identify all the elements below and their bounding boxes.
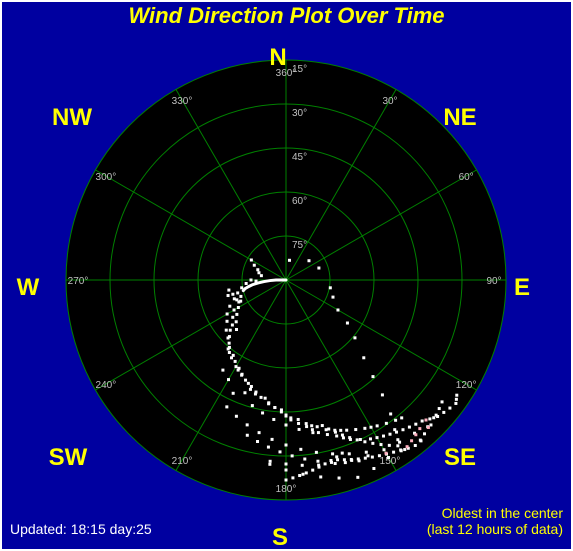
svg-text:180°: 180° [276, 484, 297, 495]
svg-text:60°: 60° [459, 172, 474, 183]
svg-text:60°: 60° [292, 196, 307, 207]
compass-ne: NE [440, 104, 480, 132]
footer-note-2: (last 12 hours of data) [427, 521, 563, 537]
compass-s: S [260, 524, 300, 551]
svg-text:270°: 270° [68, 276, 89, 287]
compass-sw: SW [48, 444, 88, 472]
svg-text:330°: 330° [172, 96, 193, 107]
compass-w: W [8, 274, 48, 302]
compass-e: E [502, 274, 542, 302]
compass-se: SE [440, 444, 480, 472]
svg-text:30°: 30° [292, 108, 307, 119]
svg-text:300°: 300° [96, 172, 117, 183]
svg-text:45°: 45° [292, 152, 307, 163]
svg-text:210°: 210° [172, 456, 193, 467]
compass-n: N [258, 44, 298, 72]
svg-text:30°: 30° [382, 96, 397, 107]
compass-nw: NW [52, 104, 92, 132]
updated-text: Updated: 18:15 day:25 [10, 521, 152, 537]
svg-text:75°: 75° [292, 240, 307, 251]
svg-text:240°: 240° [96, 380, 117, 391]
svg-text:120°: 120° [456, 380, 477, 391]
footer-note-1: Oldest in the center [442, 505, 563, 521]
svg-text:90°: 90° [486, 276, 501, 287]
